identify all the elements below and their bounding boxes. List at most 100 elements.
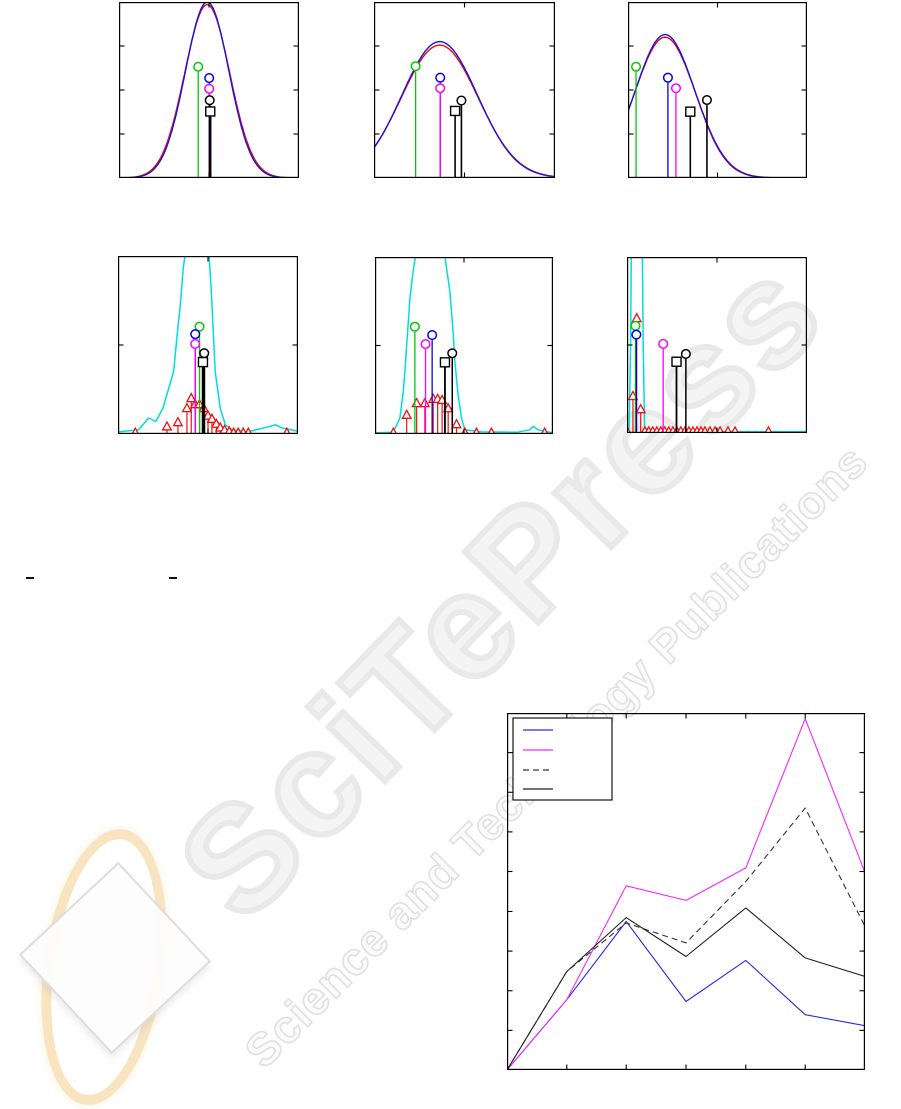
axes-frame [507, 713, 865, 1070]
axes-box [627, 257, 807, 433]
stem-circle-marker [447, 348, 458, 359]
triangle-marker [700, 425, 709, 433]
triangle-marker [631, 312, 643, 323]
stem-circle-marker [631, 329, 642, 340]
curves [627, 257, 807, 433]
stem-circle-marker [190, 329, 201, 340]
plot-pdf-wide [374, 2, 555, 178]
triangle-marker [540, 426, 549, 434]
dash-mark [169, 577, 177, 579]
density-curve [628, 33, 807, 178]
stem-square-marker [671, 356, 682, 367]
series-black-solid [507, 907, 865, 1070]
triangle-marker [472, 426, 481, 434]
axes-frame [119, 2, 299, 178]
estimate-stems [631, 61, 712, 177]
triangle-marker [442, 402, 454, 413]
triangle-marker [161, 420, 173, 431]
triangle-marker [131, 426, 140, 434]
triangle-marker [705, 425, 715, 433]
legend-box [512, 717, 613, 801]
triangle-marker [635, 403, 647, 414]
axes-frame [628, 2, 807, 178]
density-curve [375, 257, 553, 434]
plot-pdf-narrow [119, 2, 299, 178]
estimate-stems [193, 61, 216, 177]
density-curve [374, 40, 555, 178]
estimate-stems [630, 320, 691, 432]
plot-error-lines [507, 713, 865, 1070]
stem-circle-marker [199, 348, 210, 359]
stem-circle-marker [658, 338, 669, 349]
stem-circle-marker [435, 83, 446, 94]
estimate-stems [409, 321, 458, 433]
triangle-marker [411, 397, 423, 408]
density-curve [374, 44, 555, 178]
stem-circle-marker [662, 72, 673, 83]
plot-pdf-skewed [628, 2, 807, 178]
triangle-marker [244, 426, 253, 434]
triangle-marker [239, 426, 248, 434]
axes-box [118, 256, 298, 434]
stem-circle-marker [194, 321, 205, 332]
red-stems [389, 393, 549, 434]
stem-square-marker [197, 356, 209, 368]
stem-circle-marker [409, 321, 420, 332]
plot-kde-medium [375, 257, 553, 434]
plot-kde-narrow [118, 256, 298, 434]
curves [374, 40, 555, 178]
series-lines [507, 718, 865, 1070]
stem-circle-marker [410, 61, 421, 72]
curves [118, 256, 298, 433]
stem-circle-marker [630, 320, 641, 331]
triangle-marker [185, 392, 197, 403]
curves [375, 257, 553, 434]
series-blue-solid [507, 920, 865, 1070]
triangle-marker [764, 425, 773, 433]
density-curve [628, 36, 807, 178]
axes-frame [118, 256, 298, 434]
axes-box [119, 2, 299, 178]
stem-circle-marker [456, 95, 467, 106]
estimate-stems [410, 61, 467, 177]
stem-circle-marker [204, 83, 215, 94]
estimate-stems [190, 321, 210, 433]
triangle-marker [206, 412, 218, 423]
density-curve [627, 257, 807, 433]
stem-square-marker [439, 357, 451, 368]
triangle-marker [282, 426, 291, 434]
stem-circle-marker [193, 61, 204, 72]
stem-circle-marker [190, 338, 201, 349]
triangle-marker [172, 416, 184, 427]
stem-square-marker [685, 106, 696, 117]
red-stems [627, 312, 773, 433]
stem-circle-marker [701, 94, 712, 106]
axes-box [507, 713, 865, 1070]
stem-circle-marker [420, 339, 431, 350]
plot-kde-spike [627, 257, 807, 433]
triangle-marker [723, 425, 733, 433]
stem-square-marker [449, 105, 461, 117]
stem-circle-marker [427, 330, 438, 341]
triangle-marker [730, 425, 740, 433]
axes-box [374, 2, 555, 178]
triangle-marker [419, 397, 431, 408]
triangle-marker [401, 408, 413, 419]
stem-circle-marker [680, 348, 691, 360]
red-stems [131, 392, 291, 434]
triangle-marker [451, 418, 462, 429]
legend [512, 717, 613, 801]
stem-circle-marker [204, 95, 215, 106]
triangle-marker [461, 426, 469, 434]
axes-box [628, 2, 807, 178]
stem-circle-marker [631, 61, 642, 72]
triangle-marker [389, 426, 398, 434]
axes-frame [375, 257, 553, 434]
stem-circle-marker [670, 83, 682, 94]
triangle-marker [181, 402, 193, 413]
axes-box [375, 257, 553, 434]
triangle-marker [234, 426, 243, 434]
series-black-dashed [507, 807, 865, 1070]
